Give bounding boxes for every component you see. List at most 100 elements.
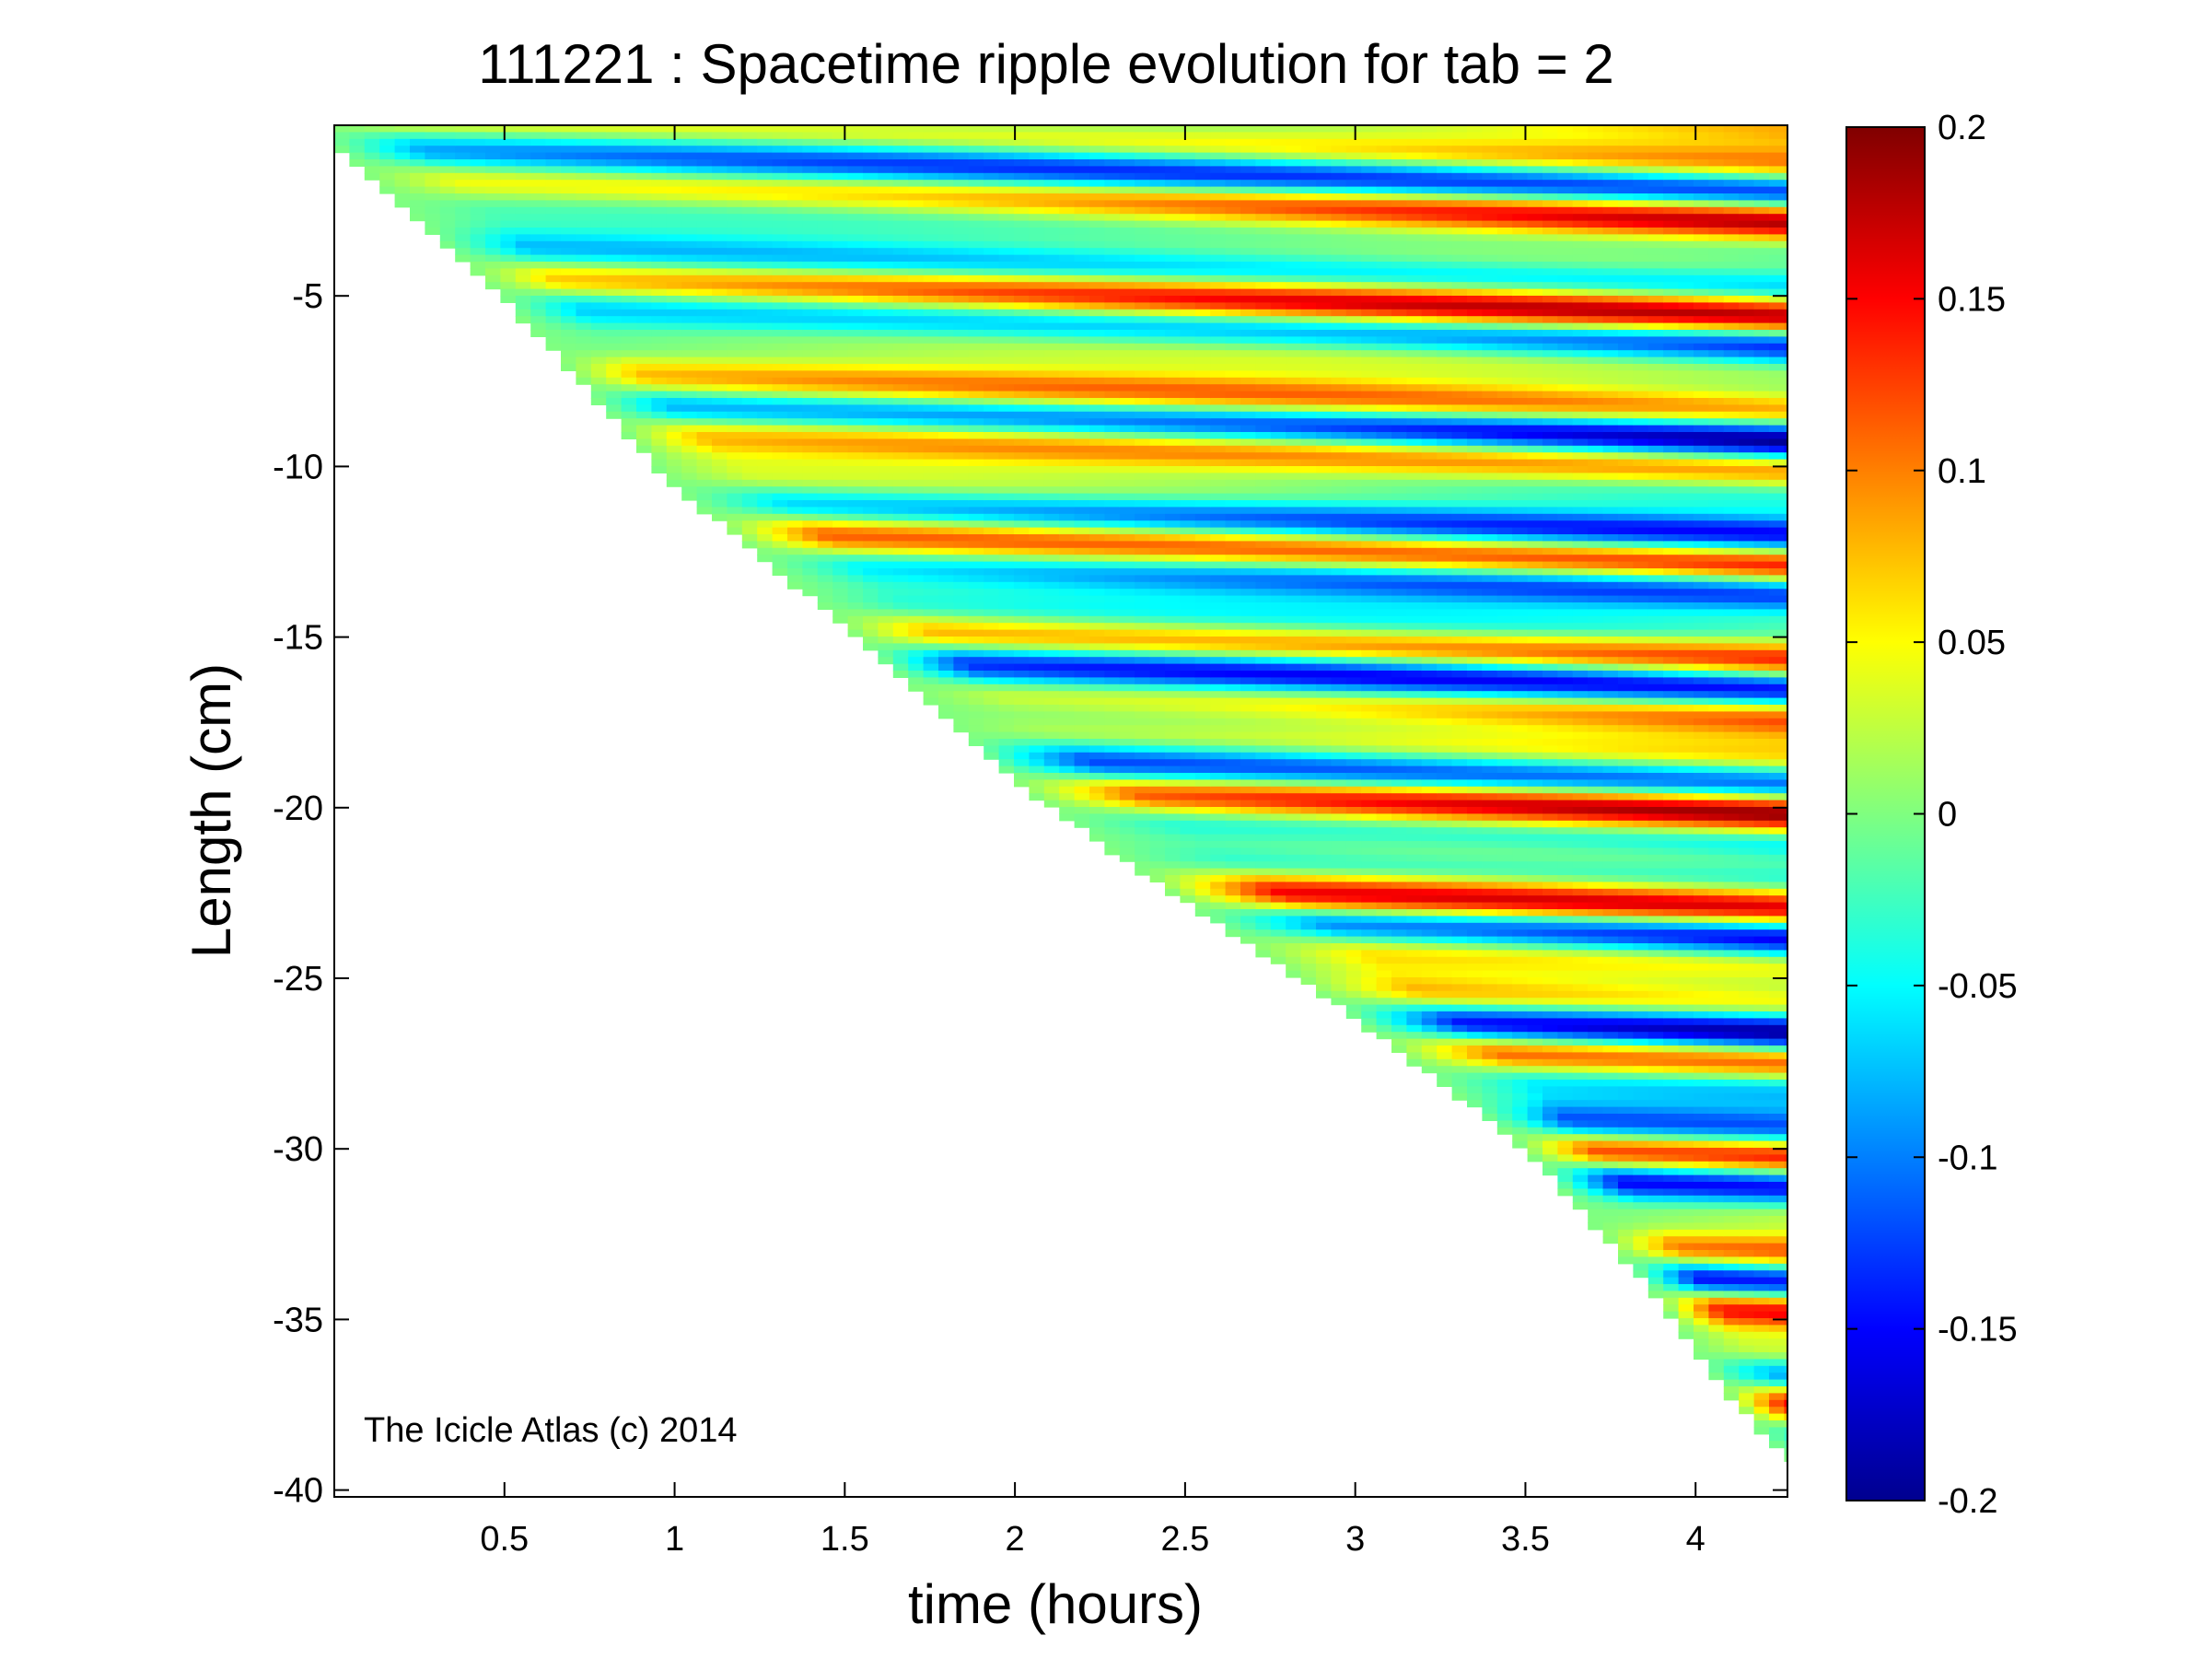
heatmap-cell [1149, 834, 1166, 842]
heatmap-cell [1345, 466, 1362, 473]
heatmap-cell [923, 132, 939, 140]
heatmap-cell [651, 309, 668, 317]
heatmap-cell [847, 391, 864, 399]
heatmap-cell [1074, 228, 1090, 235]
heatmap-cell [1225, 309, 1241, 317]
heatmap-cell [1104, 752, 1121, 760]
heatmap-cell [878, 296, 894, 303]
heatmap-cell [968, 322, 984, 331]
heatmap-cell [1270, 527, 1286, 535]
heatmap-cell [878, 561, 894, 569]
heatmap-cell [1255, 765, 1272, 774]
heatmap-cell [787, 370, 803, 379]
heatmap-cell [1119, 309, 1135, 317]
heatmap-cell [530, 275, 547, 283]
heatmap-cell [1074, 820, 1090, 828]
heatmap-cell [1316, 172, 1332, 181]
heatmap-cell [696, 384, 713, 392]
heatmap-cell [1210, 316, 1227, 324]
heatmap-cell [847, 486, 864, 495]
heatmap-cell [908, 657, 925, 665]
heatmap-cell [1029, 786, 1045, 794]
heatmap-cell [1165, 773, 1181, 780]
heatmap-cell [1286, 370, 1302, 379]
heatmap-cell [1345, 595, 1362, 603]
heatmap-cell [1029, 275, 1045, 283]
heatmap-cell [1180, 575, 1196, 583]
heatmap-cell [1119, 643, 1135, 651]
heatmap-cell [1300, 752, 1317, 760]
heatmap-cell [1210, 166, 1227, 174]
heatmap-cell [1345, 370, 1362, 379]
heatmap-cell [1059, 615, 1076, 624]
heatmap-cell [1210, 125, 1227, 133]
heatmap-cell [1345, 459, 1362, 467]
heatmap-cell [1149, 268, 1166, 276]
heatmap-cell [908, 459, 925, 467]
heatmap-cell [757, 513, 774, 521]
heatmap-cell [984, 343, 1000, 351]
heatmap-cell [1300, 813, 1317, 822]
heatmap-cell [1286, 438, 1302, 447]
heatmap-cell [1059, 418, 1076, 426]
heatmap-cell [1149, 841, 1166, 848]
heatmap-cell [1043, 731, 1060, 740]
heatmap-cell [1240, 711, 1256, 719]
heatmap-cell [1104, 834, 1121, 842]
heatmap-cell [878, 180, 894, 188]
heatmap-cell [1255, 132, 1272, 140]
heatmap-cell [1270, 861, 1286, 870]
heatmap-cell [847, 254, 864, 263]
heatmap-cell [696, 364, 713, 371]
heatmap-cell [727, 220, 743, 228]
heatmap-cell [938, 473, 954, 481]
heatmap-cell [1225, 377, 1241, 385]
heatmap-cell [998, 418, 1015, 426]
heatmap-cell [1300, 486, 1317, 495]
heatmap-cell [1180, 228, 1196, 235]
heatmap-cell [636, 391, 652, 399]
heatmap-cell [1014, 677, 1030, 685]
heatmap-cell [984, 589, 1000, 597]
heatmap-cell [1089, 322, 1105, 331]
heatmap-cell [1240, 547, 1256, 555]
heatmap-cell [1255, 657, 1272, 665]
heatmap-cell [1286, 391, 1302, 399]
heatmap-cell [1074, 398, 1090, 405]
heatmap-cell [984, 125, 1000, 133]
heatmap-cell [1059, 731, 1076, 740]
heatmap-cell [878, 228, 894, 235]
heatmap-cell [590, 262, 607, 269]
heatmap-cell [953, 384, 970, 392]
heatmap-cell [1331, 384, 1347, 392]
heatmap-cell [1300, 718, 1317, 726]
heatmap-cell [606, 254, 623, 263]
heatmap-cell [1300, 882, 1317, 890]
heatmap-cell [1331, 377, 1347, 385]
heatmap-cell [998, 364, 1015, 371]
heatmap-cell [938, 159, 954, 167]
heatmap-cell [863, 541, 879, 549]
heatmap-cell [561, 350, 576, 358]
heatmap-cell [908, 370, 925, 379]
heatmap-cell [1135, 398, 1151, 405]
heatmap-cell [1029, 206, 1045, 215]
heatmap-cell [1029, 649, 1045, 658]
heatmap-cell [1059, 779, 1076, 788]
heatmap-cell [1043, 186, 1060, 194]
heatmap-cell [984, 731, 1000, 740]
heatmap-cell [863, 166, 879, 174]
heatmap-cell [1331, 240, 1347, 249]
heatmap-cell [1240, 214, 1256, 222]
heatmap-cell [757, 350, 774, 358]
heatmap-cell [1345, 820, 1362, 828]
heatmap-cell [651, 316, 668, 324]
heatmap-cell [1345, 172, 1362, 181]
heatmap-cell [651, 254, 668, 263]
heatmap-cell [968, 547, 984, 555]
heatmap-cell [1194, 507, 1211, 515]
heatmap-cell [1255, 725, 1272, 733]
heatmap-cell [908, 391, 925, 399]
heatmap-cell [1104, 520, 1121, 529]
heatmap-cell [953, 541, 970, 549]
